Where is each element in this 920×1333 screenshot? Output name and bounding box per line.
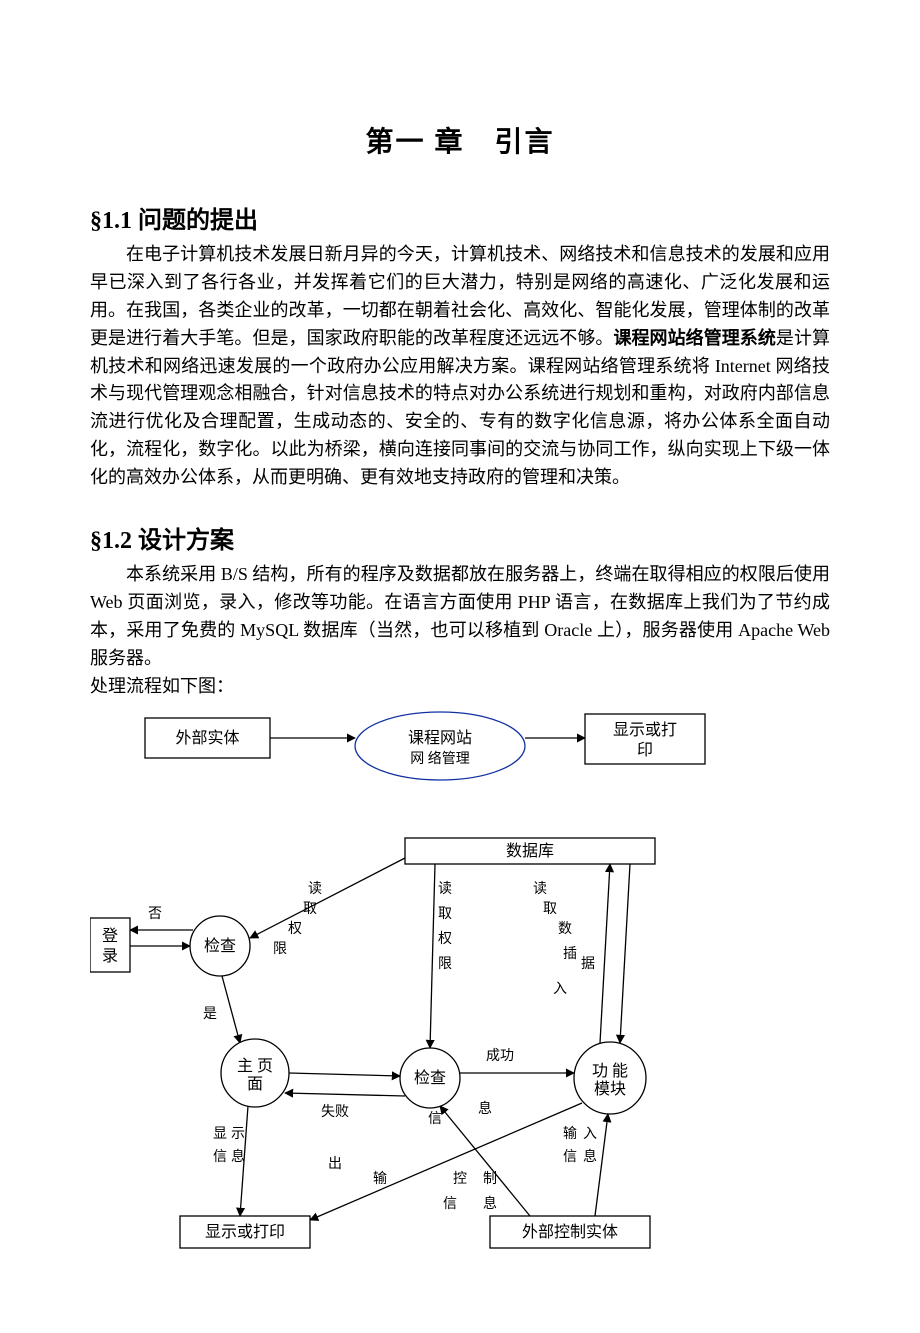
svg-text:读: 读 [308, 880, 322, 897]
svg-text:息: 息 [478, 1100, 492, 1117]
svg-text:数据库: 数据库 [506, 842, 554, 860]
svg-text:制: 制 [483, 1171, 497, 1187]
svg-text:课程网站: 课程网站 [408, 729, 472, 747]
svg-text:读: 读 [438, 880, 452, 897]
svg-text:信: 信 [428, 1111, 442, 1127]
svg-text:检查: 检查 [414, 1069, 446, 1087]
chapter-title: 第一 章 引言 [90, 120, 830, 160]
section-2-heading: §1.2 设计方案 [90, 520, 830, 555]
svg-text:限: 限 [273, 941, 287, 957]
svg-text:显: 显 [213, 1127, 227, 1142]
svg-text:外部实体: 外部实体 [175, 729, 239, 747]
svg-text:否: 否 [148, 907, 162, 922]
para1-b: 是计算机技术和网络迅速发展的一个政府办公应用解决方案。课程网站络管理系统将 In… [90, 328, 830, 487]
svg-text:是: 是 [203, 1007, 217, 1022]
svg-text:据: 据 [581, 956, 595, 972]
svg-text:息: 息 [583, 1148, 597, 1165]
svg-text:主 页: 主 页 [237, 1057, 273, 1075]
section-2-paragraph-1: 本系统采用 B/S 结构，所有的程序及数据都放在服务器上，终端在取得相应的权限后… [90, 561, 830, 673]
svg-text:息: 息 [231, 1148, 245, 1165]
svg-text:息: 息 [483, 1195, 497, 1212]
svg-text:入: 入 [553, 982, 567, 997]
svg-text:面: 面 [247, 1076, 263, 1093]
svg-text:录: 录 [102, 947, 118, 965]
para1-bold: 课程网站络管理系统 [613, 328, 775, 348]
section-2-paragraph-2: 处理流程如下图： [90, 673, 830, 701]
svg-text:模块: 模块 [594, 1080, 626, 1098]
svg-text:输: 输 [373, 1171, 387, 1187]
svg-text:权: 权 [438, 931, 452, 947]
section-1-heading: §1.1 问题的提出 [90, 200, 830, 235]
svg-text:功 能: 功 能 [592, 1062, 628, 1080]
svg-text:信: 信 [213, 1149, 227, 1165]
svg-text:读: 读 [533, 880, 547, 897]
svg-text:限: 限 [438, 956, 452, 972]
svg-text:显示或打: 显示或打 [613, 721, 677, 739]
svg-text:输: 输 [563, 1126, 577, 1142]
flowchart-diagram: 否是读取权限读取权限读取数据插入成功失败显示信息输出信息输入信息控制信息外部实体… [90, 708, 830, 1273]
svg-text:控: 控 [453, 1171, 467, 1187]
svg-text:印: 印 [637, 741, 653, 759]
svg-text:网 络管理: 网 络管理 [410, 751, 470, 767]
svg-text:入: 入 [583, 1127, 597, 1142]
svg-text:显示或打印: 显示或打印 [205, 1223, 285, 1241]
section-1-paragraph: 在电子计算机技术发展日新月异的今天，计算机技术、网络技术和信息技术的发展和应用早… [90, 241, 830, 492]
svg-text:检查: 检查 [204, 937, 236, 955]
svg-text:插: 插 [563, 946, 577, 962]
svg-text:数: 数 [558, 921, 572, 937]
svg-text:出: 出 [328, 1156, 342, 1172]
svg-text:成功: 成功 [486, 1048, 514, 1064]
document-page: 第一 章 引言 §1.1 问题的提出 在电子计算机技术发展日新月异的今天，计算机… [0, 0, 920, 1333]
svg-text:示: 示 [231, 1127, 245, 1142]
svg-text:信: 信 [443, 1196, 457, 1212]
flowchart-svg: 否是读取权限读取权限读取数据插入成功失败显示信息输出信息输入信息控制信息外部实体… [90, 708, 730, 1268]
svg-text:取: 取 [543, 902, 557, 917]
svg-text:失败: 失败 [321, 1104, 349, 1120]
svg-text:权: 权 [288, 921, 302, 937]
svg-text:取: 取 [438, 907, 452, 922]
svg-text:登: 登 [102, 927, 118, 945]
svg-text:外部控制实体: 外部控制实体 [522, 1223, 618, 1241]
svg-text:信: 信 [563, 1149, 577, 1165]
svg-text:取: 取 [303, 902, 317, 917]
